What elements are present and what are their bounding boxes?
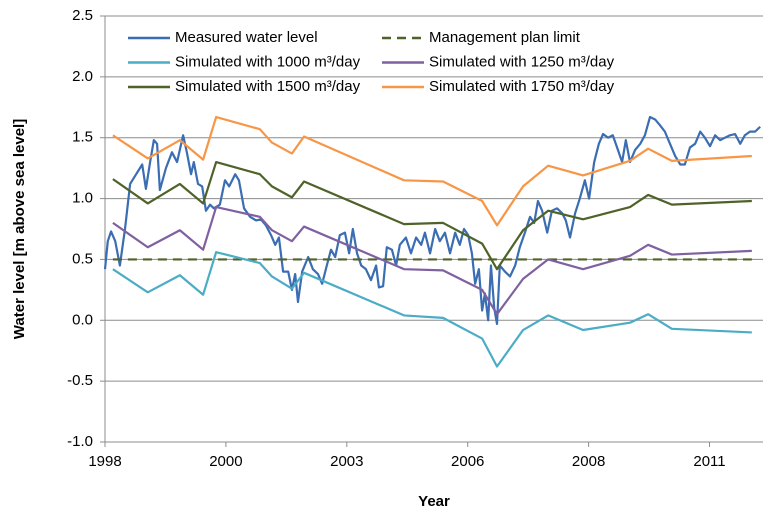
- legend-label: Simulated with 1250 m³/day: [429, 53, 615, 70]
- legend-label: Measured water level: [175, 29, 318, 46]
- series-line: [112, 115, 752, 227]
- series-line: [112, 205, 752, 316]
- y-tick-label: 2.5: [72, 7, 93, 24]
- y-tick-label: -0.5: [67, 372, 93, 389]
- series-line: [112, 251, 752, 368]
- y-tick-label: 0.5: [72, 250, 93, 267]
- y-tick-label: 0.0: [72, 311, 93, 328]
- y-tick-label: 2.0: [72, 68, 93, 85]
- y-tick-label: 1.0: [72, 190, 93, 207]
- x-tick-label: 2000: [209, 453, 242, 470]
- series-line: [103, 115, 761, 326]
- x-tick-label: 2006: [451, 453, 484, 470]
- y-axis-title: Water level [m above sea level]: [11, 119, 28, 339]
- legend-label: Simulated with 1750 m³/day: [429, 78, 615, 95]
- legend-label: Simulated with 1000 m³/day: [175, 53, 361, 70]
- x-tick-label: 2011: [693, 453, 725, 470]
- legend-label: Simulated with 1500 m³/day: [175, 78, 361, 95]
- x-tick-label: 2003: [330, 453, 363, 470]
- y-tick-label: 1.5: [72, 129, 93, 146]
- y-tick-label: -1.0: [67, 433, 93, 450]
- legend-label: Management plan limit: [429, 29, 581, 46]
- series-line: [112, 160, 752, 271]
- x-axis-title: Year: [418, 493, 450, 510]
- x-tick-label: 2008: [572, 453, 605, 470]
- x-tick-label: 1998: [88, 453, 121, 470]
